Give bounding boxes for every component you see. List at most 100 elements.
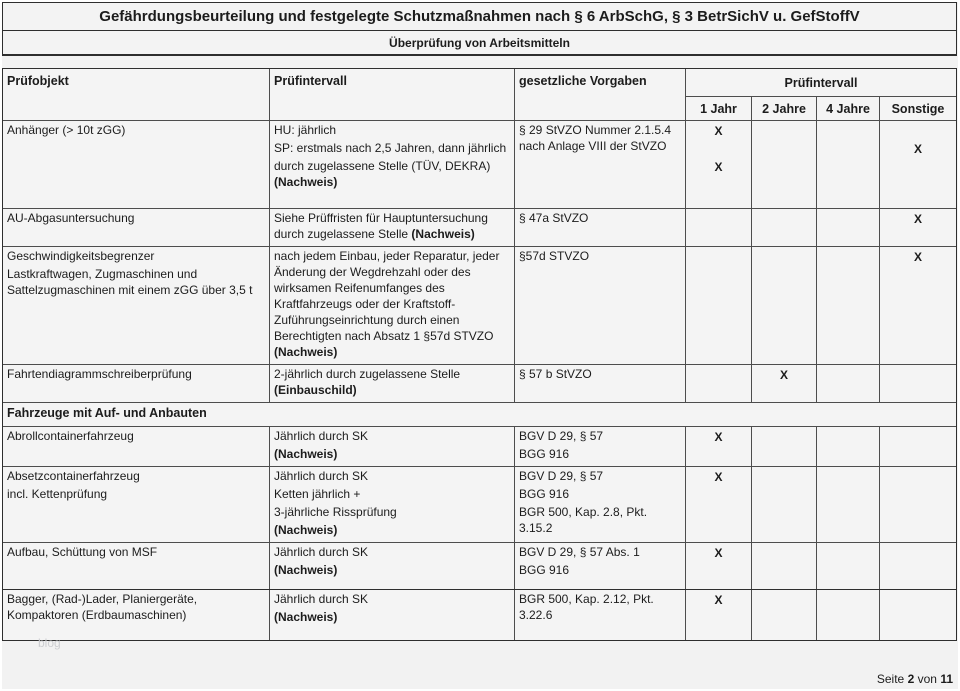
cell-gesetzliche-vorgaben: § 47a StVZO (515, 209, 686, 246)
subheader-1-jahr: 1 Jahr (686, 97, 752, 120)
column-header-gesetzliche-vorgaben: gesetzliche Vorgaben (515, 69, 686, 120)
cell-mark-2jahre (752, 209, 817, 246)
cell-mark-1jahr: X (686, 543, 752, 602)
table-row: Anhänger (> 10t zGG) HU: jährlich SP: erst… (3, 121, 956, 209)
subheader-sonstige: Sonstige (891, 101, 945, 116)
watermark-text: blog (38, 636, 61, 650)
cell-pruefobjekt: Absetzcontainerfahrzeug incl. Kettenprüfu… (3, 467, 270, 542)
inspection-table-continued: Bagger, (Rad-)Lader, Planiergeräte, Komp… (2, 589, 957, 641)
table-header: Prüfobjekt Prüfintervall gesetzliche Vor… (3, 69, 956, 121)
document-title-row: Gefährdungsbeurteilung und festgelegte S… (3, 3, 956, 31)
cell-mark-sonstige: X (880, 209, 956, 246)
interval-mark-spacer (880, 122, 956, 140)
cell-mark-4jahre (817, 590, 880, 640)
cell-mark-sonstige: X (880, 121, 956, 208)
cell-mark-1jahr (686, 247, 752, 364)
cell-pruefobjekt: Bagger, (Rad-)Lader, Planiergeräte, Komp… (3, 590, 270, 640)
cell-gesetzliche-vorgaben: § 57 b StVZO (515, 365, 686, 402)
cell-mark-4jahre (817, 209, 880, 246)
cell-mark-4jahre (817, 365, 880, 402)
subheader-2-jahre: 2 Jahre (752, 97, 817, 120)
table-row: Geschwindigkeitsbegrenzer Lastkraftwagen,… (3, 247, 956, 365)
cell-pruefintervall: HU: jährlich SP: erstmals nach 2,5 Jahren… (270, 121, 515, 208)
interval-x-mark: X (714, 430, 723, 444)
cell-pruefobjekt: Anhänger (> 10t zGG) (3, 121, 270, 208)
cell-mark-2jahre (752, 543, 817, 602)
table-row: Aufbau, Schüttung von MSF Jährlich durch … (3, 543, 956, 602)
cell-mark-2jahre (752, 590, 817, 640)
document-header-box: Gefährdungsbeurteilung und festgelegte S… (2, 2, 957, 56)
table-row: AU-Abgasuntersuchung Siehe Prüffristen fü… (3, 209, 956, 247)
cell-mark-sonstige (880, 467, 956, 542)
interval-x-mark: X (714, 124, 723, 138)
cell-mark-2jahre (752, 247, 817, 364)
footer-current-page: 2 (907, 672, 915, 686)
cell-pruefobjekt: Abrollcontainerfahrzeug (3, 427, 270, 466)
cell-mark-1jahr (686, 365, 752, 402)
interval-mark-spacer (686, 140, 751, 158)
subheader-4-jahre: 4 Jahre (817, 97, 880, 120)
cell-gesetzliche-vorgaben: BGR 500, Kap. 2.12, Pkt. 3.22.6 (515, 590, 686, 640)
cell-mark-2jahre (752, 427, 817, 466)
cell-pruefintervall: 2-jährlich durch zugelassene Stelle (Ein… (270, 365, 515, 402)
interval-x-mark: X (779, 368, 788, 382)
inspection-table: Prüfobjekt Prüfintervall gesetzliche Vor… (2, 68, 957, 603)
table-body: Anhänger (> 10t zGG) HU: jährlich SP: erst… (3, 121, 956, 602)
cell-mark-sonstige (880, 590, 956, 640)
column-header-pruefintervall: Prüfintervall (270, 69, 515, 120)
cell-mark-2jahre (752, 467, 817, 542)
table-row: Fahrtendiagrammschreiberprüfung 2-jährlic… (3, 365, 956, 403)
interval-x-mark: X (714, 546, 723, 560)
cell-mark-sonstige: X (880, 247, 956, 364)
interval-x-mark: X (913, 142, 922, 156)
footer-total-pages: 11 (940, 672, 953, 686)
cell-mark-4jahre (817, 467, 880, 542)
footer-of-label: von (917, 672, 937, 686)
cell-gesetzliche-vorgaben: BGV D 29, § 57 Abs. 1 BGG 916 (515, 543, 686, 602)
cell-mark-1jahr: X (686, 427, 752, 466)
section-header-row: Fahrzeuge mit Auf- und Anbauten (3, 403, 956, 427)
cell-pruefintervall: Jährlich durch SK (Nachweis) (270, 427, 515, 466)
cell-mark-1jahr: X (686, 590, 752, 640)
footer-label: Seite (876, 672, 905, 686)
interval-x-mark: X (714, 160, 723, 174)
cell-gesetzliche-vorgaben: § 29 StVZO Nummer 2.1.5.4 nach Anlage VI… (515, 121, 686, 208)
cell-pruefintervall: nach jedem Einbau, jeder Reparatur, jede… (270, 247, 515, 364)
column-header-pruefobjekt: Prüfobjekt (3, 69, 270, 120)
interval-group-title: Prüfintervall (686, 69, 956, 97)
column-header-interval-group: Prüfintervall 1 Jahr 2 Jahre 4 Jahre Son… (686, 69, 956, 120)
cell-pruefobjekt: Aufbau, Schüttung von MSF (3, 543, 270, 602)
cell-pruefobjekt: Fahrtendiagrammschreiberprüfung (3, 365, 270, 402)
cell-mark-sonstige (880, 365, 956, 402)
cell-pruefintervall: Jährlich durch SK (Nachweis) (270, 543, 515, 602)
section-title: Fahrzeuge mit Auf- und Anbauten (7, 406, 207, 420)
interval-subheaders: 1 Jahr 2 Jahre 4 Jahre Sonstige (686, 97, 956, 120)
document-subtitle-row: Überprüfung von Arbeitsmitteln (3, 31, 956, 54)
cell-gesetzliche-vorgaben: BGV D 29, § 57 BGG 916 BGR 500, Kap. 2.8, … (515, 467, 686, 542)
page-title: Gefährdungsbeurteilung und festgelegte S… (99, 8, 860, 25)
cell-mark-4jahre (817, 427, 880, 466)
cell-pruefintervall: Siehe Prüffristen für Hauptuntersuchung … (270, 209, 515, 246)
cell-pruefobjekt: Geschwindigkeitsbegrenzer Lastkraftwagen,… (3, 247, 270, 364)
table-body-continued: Bagger, (Rad-)Lader, Planiergeräte, Komp… (3, 590, 956, 640)
cell-mark-2jahre (752, 121, 817, 208)
table-row: Bagger, (Rad-)Lader, Planiergeräte, Komp… (3, 590, 956, 640)
cell-mark-sonstige (880, 427, 956, 466)
cell-pruefintervall: Jährlich durch SK Ketten jährlich +3-jähr… (270, 467, 515, 542)
page-subtitle: Überprüfung von Arbeitsmitteln (389, 35, 570, 50)
interval-x-mark: X (714, 470, 723, 484)
cell-pruefobjekt: AU-Abgasuntersuchung (3, 209, 270, 246)
table-row: Abrollcontainerfahrzeug Jährlich durch SK… (3, 427, 956, 467)
cell-mark-4jahre (817, 247, 880, 364)
table-row: Absetzcontainerfahrzeug incl. Kettenprüfu… (3, 467, 956, 543)
cell-mark-4jahre (817, 543, 880, 602)
cell-gesetzliche-vorgaben: BGV D 29, § 57 BGG 916 (515, 427, 686, 466)
cell-mark-1jahr: X (686, 467, 752, 542)
interval-x-mark: X (913, 250, 922, 264)
interval-x-mark: X (913, 212, 922, 226)
cell-mark-4jahre (817, 121, 880, 208)
cell-mark-2jahre: X (752, 365, 817, 402)
page-number-footer: Seite 2 von 11 (877, 672, 953, 686)
